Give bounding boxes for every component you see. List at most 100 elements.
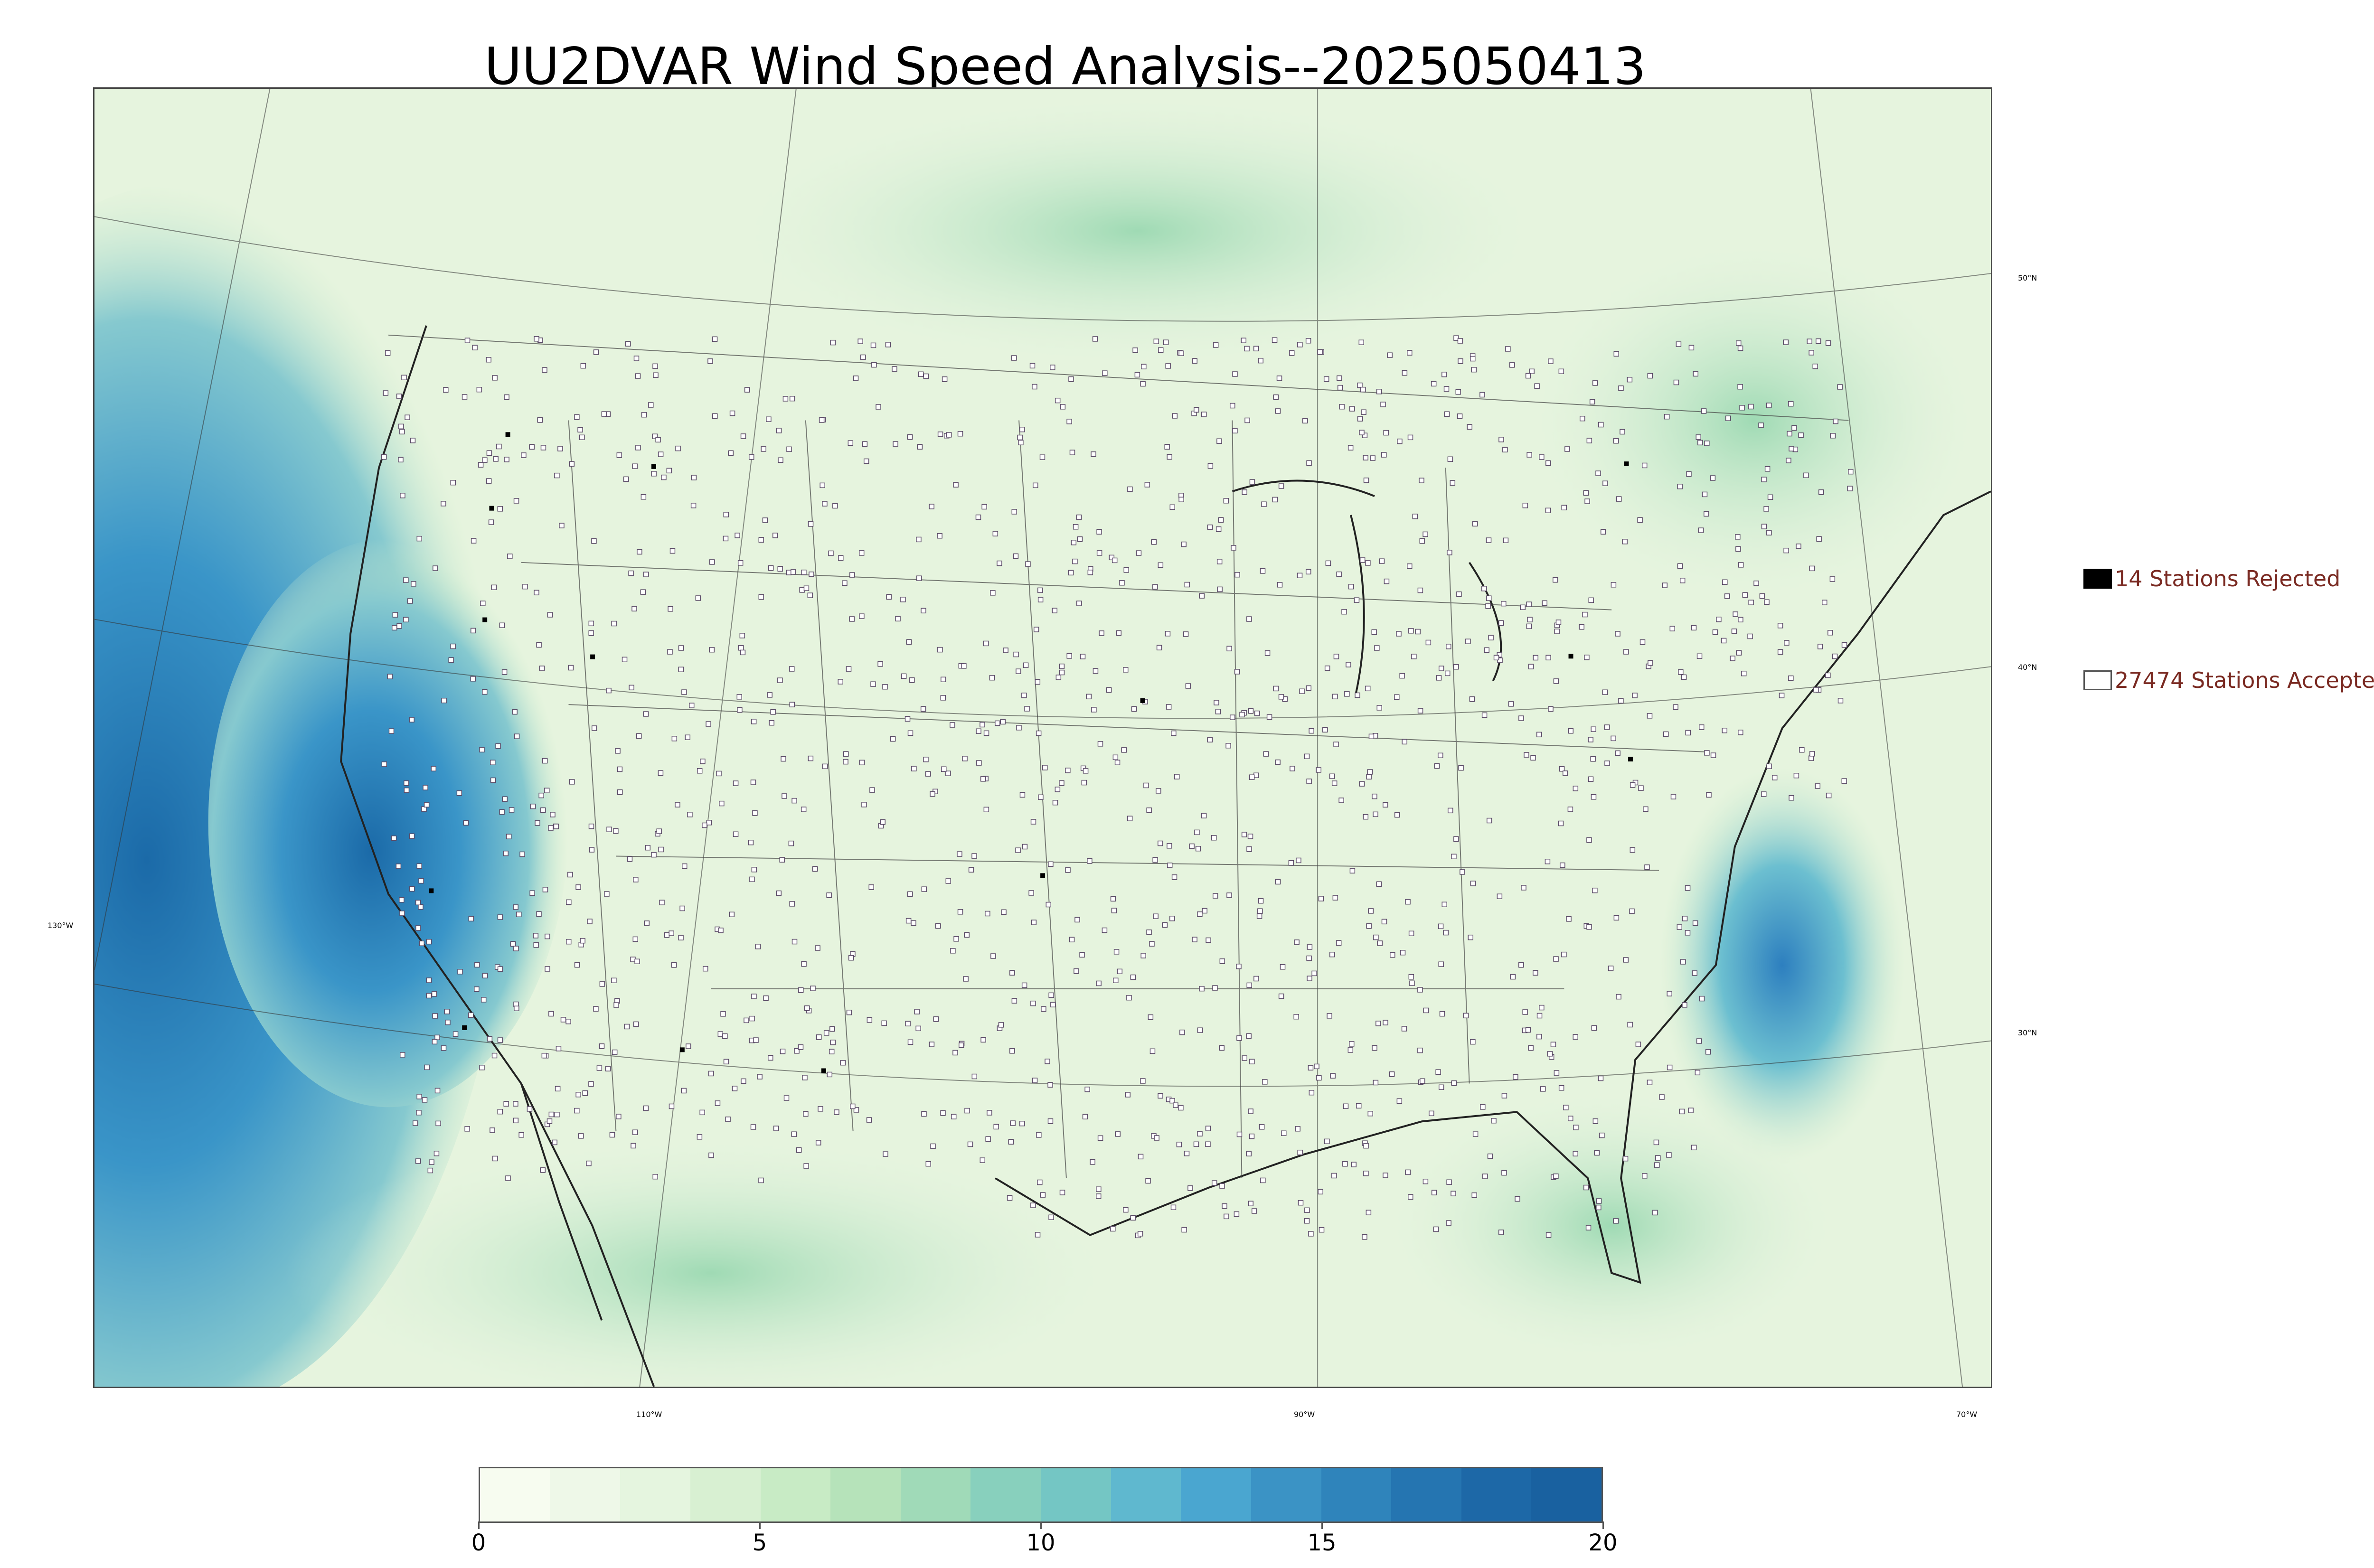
accepted-station-marker bbox=[1441, 372, 1447, 377]
accepted-station-marker bbox=[474, 986, 480, 992]
accepted-station-marker bbox=[1158, 562, 1164, 568]
accepted-station-marker bbox=[518, 1132, 524, 1138]
accepted-station-marker bbox=[429, 1159, 434, 1165]
accepted-station-marker bbox=[1110, 896, 1116, 901]
accepted-station-marker bbox=[744, 1017, 749, 1023]
accepted-station-marker bbox=[433, 1151, 440, 1156]
accepted-station-marker bbox=[1591, 1025, 1597, 1031]
accepted-station-marker bbox=[1695, 1070, 1701, 1076]
accepted-station-marker bbox=[1116, 630, 1122, 636]
accepted-station-marker bbox=[857, 338, 863, 344]
accepted-station-marker bbox=[1330, 1073, 1336, 1079]
accepted-station-marker bbox=[925, 771, 931, 777]
accepted-station-marker bbox=[804, 1005, 810, 1011]
accepted-station-marker bbox=[858, 550, 865, 556]
accepted-station-marker bbox=[739, 633, 745, 638]
accepted-station-marker bbox=[550, 812, 556, 817]
accepted-station-marker bbox=[1692, 920, 1698, 926]
accepted-station-marker bbox=[616, 452, 622, 458]
accepted-station-marker bbox=[1230, 714, 1235, 720]
accepted-station-marker bbox=[1573, 1151, 1578, 1156]
lat-label-50n: 50°N bbox=[2018, 273, 2037, 282]
accepted-station-marker bbox=[536, 911, 542, 917]
accepted-station-marker bbox=[1441, 901, 1447, 907]
accepted-station-marker bbox=[1349, 406, 1355, 412]
accepted-station-marker bbox=[497, 966, 503, 972]
accepted-station-marker bbox=[1813, 687, 1819, 693]
accepted-station-marker bbox=[1011, 998, 1017, 1004]
accepted-station-marker bbox=[1032, 384, 1037, 390]
accepted-station-marker bbox=[541, 1052, 547, 1059]
accepted-station-marker bbox=[802, 1075, 808, 1080]
accepted-station-marker bbox=[435, 1120, 441, 1127]
accepted-station-marker bbox=[1438, 923, 1444, 930]
accepted-station-marker bbox=[1015, 847, 1021, 853]
accepted-station-marker bbox=[1470, 1039, 1476, 1045]
accepted-station-marker bbox=[487, 1036, 493, 1042]
accepted-station-marker bbox=[1589, 399, 1595, 404]
accepted-station-marker bbox=[1365, 685, 1371, 692]
accepted-station-marker bbox=[870, 681, 876, 687]
accepted-station-marker bbox=[848, 955, 854, 961]
rejected-station-marker bbox=[1628, 757, 1633, 761]
accepted-station-marker bbox=[1341, 609, 1347, 615]
accepted-station-marker bbox=[1667, 991, 1672, 996]
accepted-station-marker bbox=[1232, 371, 1238, 377]
accepted-station-marker bbox=[554, 472, 560, 479]
accepted-station-marker bbox=[410, 438, 416, 443]
accepted-station-marker bbox=[1706, 792, 1712, 798]
accepted-station-marker bbox=[748, 839, 754, 845]
accepted-station-marker bbox=[1641, 462, 1648, 469]
accepted-station-marker bbox=[678, 935, 684, 940]
accepted-station-marker bbox=[1171, 874, 1178, 880]
accepted-station-marker bbox=[1761, 477, 1767, 482]
accepted-station-marker bbox=[842, 580, 848, 586]
accepted-station-marker bbox=[658, 846, 664, 853]
accepted-station-marker bbox=[669, 1103, 675, 1109]
accepted-station-marker bbox=[1167, 454, 1172, 460]
colorbar-segment bbox=[1531, 1468, 1602, 1521]
accepted-station-marker bbox=[763, 995, 769, 1001]
accepted-station-marker bbox=[782, 793, 787, 799]
accepted-station-marker bbox=[942, 376, 948, 382]
accepted-station-marker bbox=[501, 669, 508, 675]
accepted-station-marker bbox=[422, 1097, 428, 1103]
accepted-station-marker bbox=[1669, 626, 1676, 631]
accepted-station-marker bbox=[778, 457, 783, 463]
accepted-station-marker bbox=[1016, 668, 1021, 674]
accepted-station-marker bbox=[1451, 1080, 1457, 1086]
accepted-station-marker bbox=[539, 666, 545, 671]
accepted-station-marker bbox=[1030, 1000, 1036, 1006]
accepted-station-marker bbox=[686, 1043, 691, 1049]
accepted-station-marker bbox=[589, 847, 595, 853]
accepted-station-marker bbox=[611, 977, 617, 984]
accepted-station-marker bbox=[1457, 338, 1463, 344]
accepted-station-marker bbox=[1304, 1218, 1310, 1224]
accepted-station-marker bbox=[1074, 917, 1080, 923]
accepted-station-marker bbox=[767, 692, 772, 698]
accepted-station-marker bbox=[1016, 725, 1022, 731]
accepted-station-marker bbox=[959, 1042, 964, 1048]
accepted-station-marker bbox=[679, 905, 685, 911]
accepted-station-marker bbox=[556, 1046, 562, 1052]
accepted-station-marker bbox=[1579, 624, 1584, 630]
accepted-station-marker bbox=[832, 503, 838, 509]
accepted-station-marker bbox=[1366, 774, 1372, 779]
accepted-station-marker bbox=[1417, 587, 1423, 593]
accepted-station-marker bbox=[1115, 1131, 1121, 1137]
accepted-station-marker bbox=[1050, 1002, 1056, 1008]
accepted-station-marker bbox=[612, 1049, 618, 1055]
accepted-station-marker bbox=[1438, 752, 1443, 759]
accepted-station-marker bbox=[915, 1025, 921, 1032]
accepted-station-marker bbox=[1289, 350, 1295, 356]
accepted-station-marker bbox=[1417, 708, 1423, 714]
accepted-station-marker bbox=[1725, 415, 1731, 421]
rejected-station-marker bbox=[679, 1047, 685, 1052]
accepted-station-marker bbox=[1766, 530, 1772, 535]
accepted-station-marker bbox=[671, 962, 677, 968]
accepted-station-marker bbox=[1453, 664, 1459, 670]
colorbar-tick bbox=[478, 1521, 480, 1529]
accepted-station-marker bbox=[1816, 338, 1821, 344]
accepted-station-marker bbox=[907, 1039, 914, 1045]
accepted-station-marker bbox=[1372, 793, 1377, 799]
